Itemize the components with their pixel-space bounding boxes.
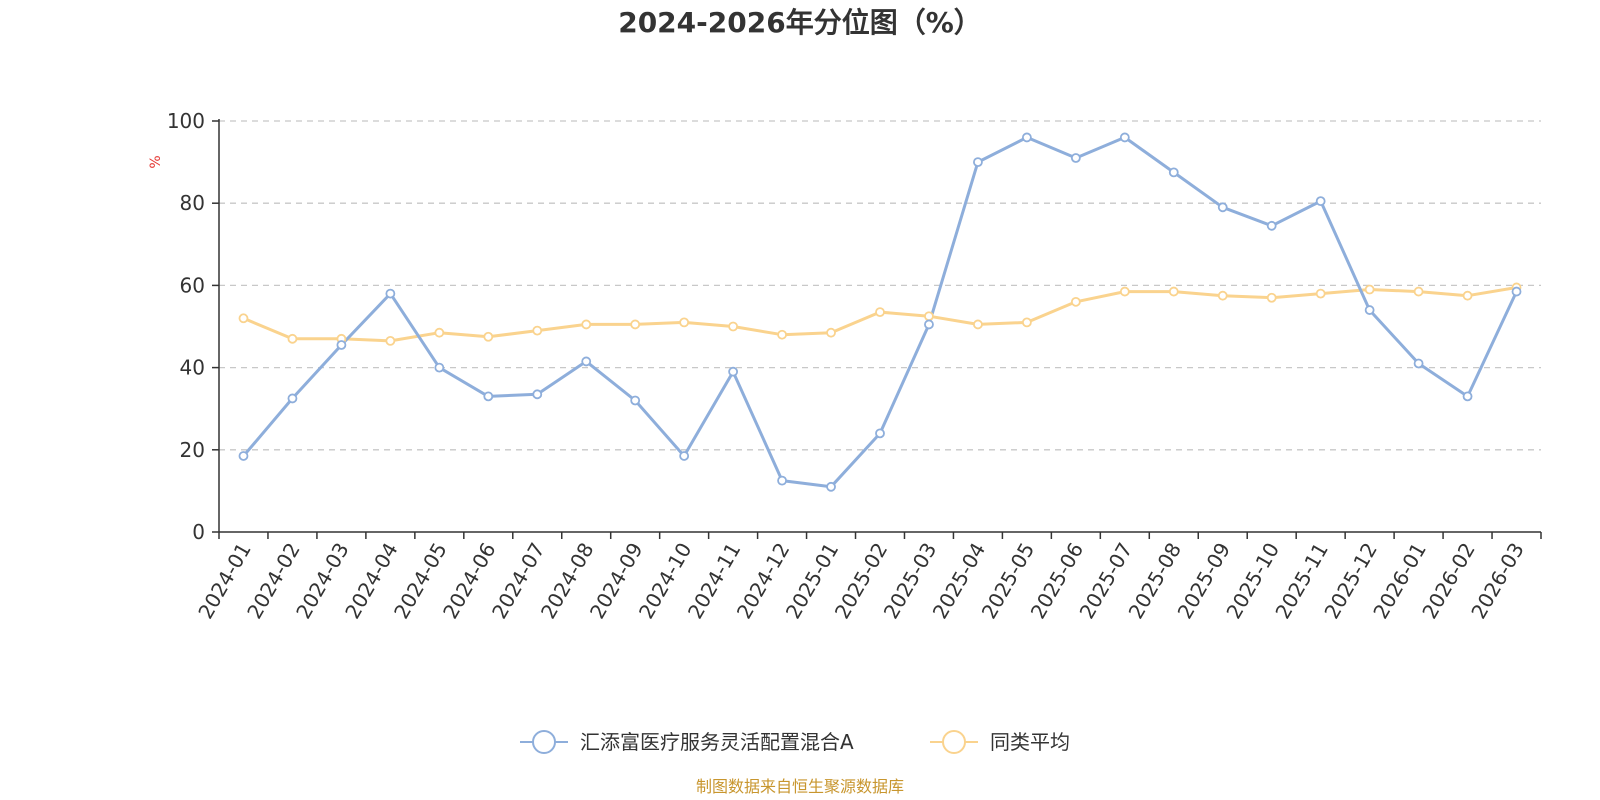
data-point-0 (1266, 220, 1277, 231)
y-axis-unit: % (148, 155, 164, 168)
data-point-0 (1070, 153, 1081, 163)
data-point-0 (777, 475, 787, 486)
data-point-1 (1413, 286, 1424, 297)
data-point-0 (483, 391, 494, 402)
data-point-1 (1364, 284, 1375, 295)
data-point-0 (287, 393, 298, 404)
data-point-0 (581, 356, 592, 367)
y-tick-label: 40 (180, 356, 205, 380)
y-tick-label: 60 (180, 273, 205, 297)
chart-title: 2024-2026年分位图（%） (618, 6, 982, 39)
data-point-1 (1168, 286, 1179, 297)
data-point-1 (483, 331, 494, 342)
y-tick-label: 0 (192, 520, 205, 544)
data-points (238, 132, 1522, 492)
data-point-1 (728, 321, 739, 332)
data-point-0 (434, 362, 445, 373)
data-point-0 (875, 428, 885, 439)
legend-label: 汇添富医疗服务灵活配置混合A (580, 730, 854, 754)
data-point-1 (1315, 288, 1326, 299)
data-point-1 (238, 313, 249, 324)
data-point-0 (1217, 202, 1228, 213)
data-point-1 (1217, 290, 1228, 301)
data-point-1 (1070, 296, 1081, 307)
data-point-0 (238, 451, 249, 461)
grid-lines (219, 120, 1541, 451)
data-point-0 (1315, 196, 1326, 207)
data-point-1 (924, 311, 934, 322)
data-point-0 (1364, 305, 1375, 315)
legend-label: 同类平均 (990, 730, 1070, 754)
data-point-0 (973, 157, 983, 168)
data-point-0 (1413, 358, 1424, 369)
data-point-1 (973, 319, 983, 330)
data-point-1 (1021, 317, 1032, 328)
data-point-0 (1511, 286, 1522, 297)
data-point-0 (679, 451, 690, 461)
data-point-0 (1119, 132, 1130, 143)
data-point-1 (434, 327, 445, 338)
data-point-1 (532, 325, 543, 336)
data-point-1 (1462, 290, 1473, 301)
y-tick-label: 20 (180, 438, 205, 462)
data-point-0 (336, 340, 347, 350)
data-point-1 (1119, 286, 1130, 297)
legend: 汇添富医疗服务灵活配置混合A 同类平均 (520, 730, 1070, 754)
data-point-0 (385, 288, 396, 299)
legend-marker (942, 730, 966, 754)
data-point-1 (1266, 292, 1277, 303)
data-point-0 (728, 366, 739, 377)
data-point-0 (630, 395, 641, 406)
legend-marker (532, 730, 556, 754)
data-point-1 (875, 307, 885, 318)
y-tick-label: 80 (180, 191, 205, 215)
data-point-1 (777, 329, 787, 340)
data-point-1 (826, 327, 836, 338)
axes: 0204060801002024-012024-022024-032024-04… (167, 109, 1542, 623)
y-tick-label: 100 (167, 109, 205, 133)
data-point-1 (385, 335, 396, 346)
data-point-0 (1462, 391, 1473, 402)
data-point-0 (1168, 167, 1179, 178)
data-point-1 (630, 319, 641, 330)
data-point-0 (1021, 132, 1032, 143)
data-point-0 (826, 481, 836, 492)
data-point-1 (581, 319, 592, 330)
data-point-1 (287, 333, 298, 344)
data-point-1 (679, 317, 690, 328)
data-source-note: 制图数据来自恒生聚源数据库 (696, 777, 904, 796)
data-point-0 (532, 389, 543, 400)
data-point-0 (924, 319, 934, 330)
